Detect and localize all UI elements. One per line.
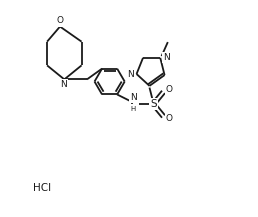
Text: HCl: HCl: [33, 183, 51, 193]
Text: O: O: [57, 16, 63, 25]
Text: O: O: [166, 85, 173, 94]
Text: H: H: [131, 106, 136, 112]
Text: S: S: [150, 99, 157, 109]
Text: O: O: [166, 114, 173, 123]
Text: N: N: [127, 69, 134, 79]
Text: N: N: [130, 93, 137, 102]
Text: N: N: [60, 81, 67, 89]
Text: N: N: [163, 53, 170, 62]
